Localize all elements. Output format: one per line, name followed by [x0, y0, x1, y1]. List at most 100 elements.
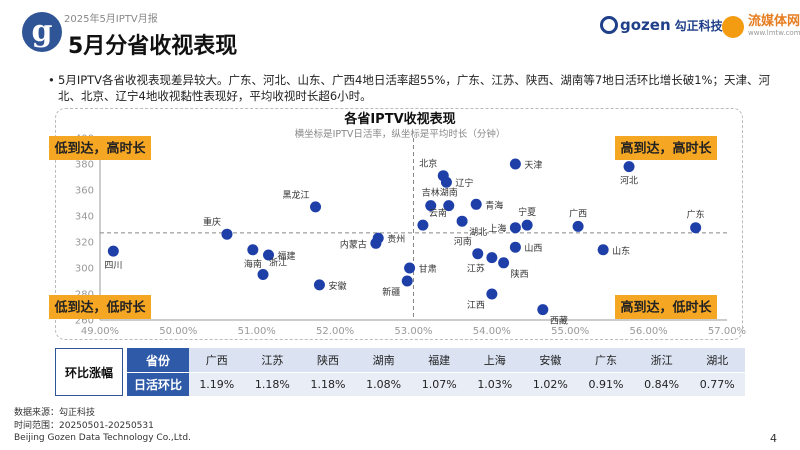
- page-title: 5月分省收视表现: [68, 34, 238, 59]
- data-point: [572, 220, 584, 232]
- province-cell: 广西: [189, 348, 245, 372]
- data-point-label: 福建: [278, 250, 296, 262]
- data-point: [221, 228, 233, 240]
- province-cell: 江苏: [244, 348, 301, 372]
- lmtw-logo-icon: [722, 16, 744, 38]
- data-point-label: 四川: [104, 261, 122, 271]
- data-point: [313, 279, 325, 291]
- growth-cell: 0.84%: [633, 372, 690, 396]
- data-point: [257, 269, 269, 280]
- y-tick-label: 340: [75, 212, 94, 223]
- y-tick-label: 360: [75, 186, 94, 197]
- data-point-label: 广东: [687, 209, 705, 221]
- data-point: [537, 304, 549, 316]
- province-cell: 广东: [578, 348, 634, 372]
- quadrant-label-bottom-right: 高到达，低时长: [620, 300, 712, 316]
- data-point-label: 浙江: [269, 257, 287, 269]
- data-point-label: 上海: [488, 223, 506, 235]
- growth-cell: 1.18%: [300, 372, 356, 396]
- data-point: [509, 222, 521, 234]
- summary-body: 5月IPTV各省收视表现差异较大。广东、河北、山东、广西4地日活率超55%，广东…: [58, 73, 770, 103]
- data-point: [372, 232, 384, 244]
- lmtw-brand: 流媒体网 www.lmtw.com: [722, 14, 800, 38]
- growth-cell: 1.07%: [411, 372, 467, 396]
- quadrant-label-bottom-left: 低到达，低时长: [53, 300, 146, 316]
- gozen-brand-name: gozen: [620, 16, 671, 34]
- data-point: [310, 201, 322, 213]
- data-point: [247, 244, 259, 256]
- growth-cell: 1.02%: [522, 372, 579, 396]
- province-cell: 安徽: [522, 348, 579, 372]
- data-point-label: 宁夏: [518, 206, 536, 218]
- growth-table: 环比涨幅 省份 广西 江苏 陕西 湖南 福建 上海 安徽 广东 浙江 湖北 日活环比 1.19% 1.1…: [55, 348, 745, 396]
- province-cell: 陕西: [300, 348, 356, 372]
- footer-source: 数据来源：勾正科技: [14, 408, 96, 418]
- data-point-label: 江西: [467, 300, 485, 311]
- data-point: [597, 244, 609, 256]
- data-point: [498, 257, 510, 269]
- data-point-label: 广西: [569, 207, 587, 219]
- data-point-label: 西藏: [550, 315, 568, 327]
- data-point-label: 新疆: [382, 286, 400, 298]
- gozen-logo: g: [22, 12, 62, 52]
- x-tick-label: 53.00%: [394, 326, 432, 337]
- gozen-brand: gozen 勾正科技: [600, 16, 723, 34]
- data-point-label: 贵州: [387, 233, 405, 245]
- x-tick-label: 56.00%: [630, 326, 668, 337]
- data-point-label: 辽宁: [455, 177, 473, 189]
- data-point-label: 青海: [485, 199, 503, 211]
- province-cell: 上海: [466, 348, 523, 372]
- data-point: [623, 161, 635, 173]
- table-row-header: 环比涨幅: [55, 348, 123, 396]
- growth-cell: 1.19%: [189, 372, 245, 396]
- growth-cell: 1.18%: [244, 372, 301, 396]
- summary-text: • 5月IPTV各省收视表现差异较大。广东、河北、山东、广西4地日活率超55%，…: [48, 72, 778, 104]
- growth-row-label: 日活环比: [127, 372, 189, 396]
- quadrant-label-top-left: 低到达，高时长: [53, 141, 146, 157]
- data-point-label: 云南: [429, 207, 447, 219]
- page-number: 4: [770, 432, 777, 445]
- data-point-label: 天津: [524, 160, 542, 171]
- x-tick-label: 57.00%: [708, 326, 746, 337]
- data-point-label: 吉林: [422, 187, 440, 199]
- data-point-label: 江苏: [467, 263, 485, 275]
- quadrant-box-top-right: [615, 136, 717, 160]
- growth-cell: 0.91%: [578, 372, 634, 396]
- data-point: [404, 262, 416, 274]
- province-cell: 浙江: [633, 348, 690, 372]
- x-tick-label: 54.00%: [473, 326, 511, 337]
- growth-cell: 1.03%: [466, 372, 523, 396]
- data-point-label: 河北: [620, 175, 638, 187]
- data-point: [521, 219, 533, 231]
- y-tick-label: 300: [75, 264, 94, 275]
- province-cell: 湖北: [689, 348, 745, 372]
- x-tick-label: 49.00%: [81, 326, 119, 337]
- report-label: 2025年5月IPTV月报: [64, 14, 158, 25]
- data-point-label: 海南: [244, 258, 262, 270]
- data-point: [107, 245, 119, 257]
- data-point: [486, 252, 498, 264]
- data-point-label: 北京: [419, 158, 437, 170]
- lmtw-brand-url: www.lmtw.com: [748, 29, 800, 37]
- data-point-label: 山西: [524, 243, 542, 254]
- quadrant-box-bottom-left: [49, 295, 151, 319]
- quadrant-box-bottom-right: [615, 295, 717, 319]
- summary-bullet: •: [48, 73, 55, 87]
- chart-subtitle: 横坐标是IPTV日活率，纵坐标是平均时长（分钟）: [295, 128, 506, 140]
- growth-cell: 1.08%: [355, 372, 412, 396]
- gozen-mark-icon: [600, 16, 618, 34]
- data-point: [470, 198, 482, 210]
- x-tick-label: 51.00%: [238, 326, 276, 337]
- data-point-label: 河南: [454, 236, 472, 248]
- quadrant-box-top-left: [49, 136, 151, 160]
- x-tick-label: 52.00%: [316, 326, 354, 337]
- chart-title: 各省IPTV收视表现: [343, 111, 455, 127]
- x-tick-label: 50.00%: [159, 326, 197, 337]
- province-cell: 福建: [411, 348, 467, 372]
- data-point-label: 山东: [612, 245, 630, 257]
- data-point-label: 重庆: [203, 216, 221, 228]
- data-point: [417, 219, 429, 231]
- y-tick-label: 380: [75, 160, 94, 171]
- data-point-label: 甘肃: [419, 263, 437, 275]
